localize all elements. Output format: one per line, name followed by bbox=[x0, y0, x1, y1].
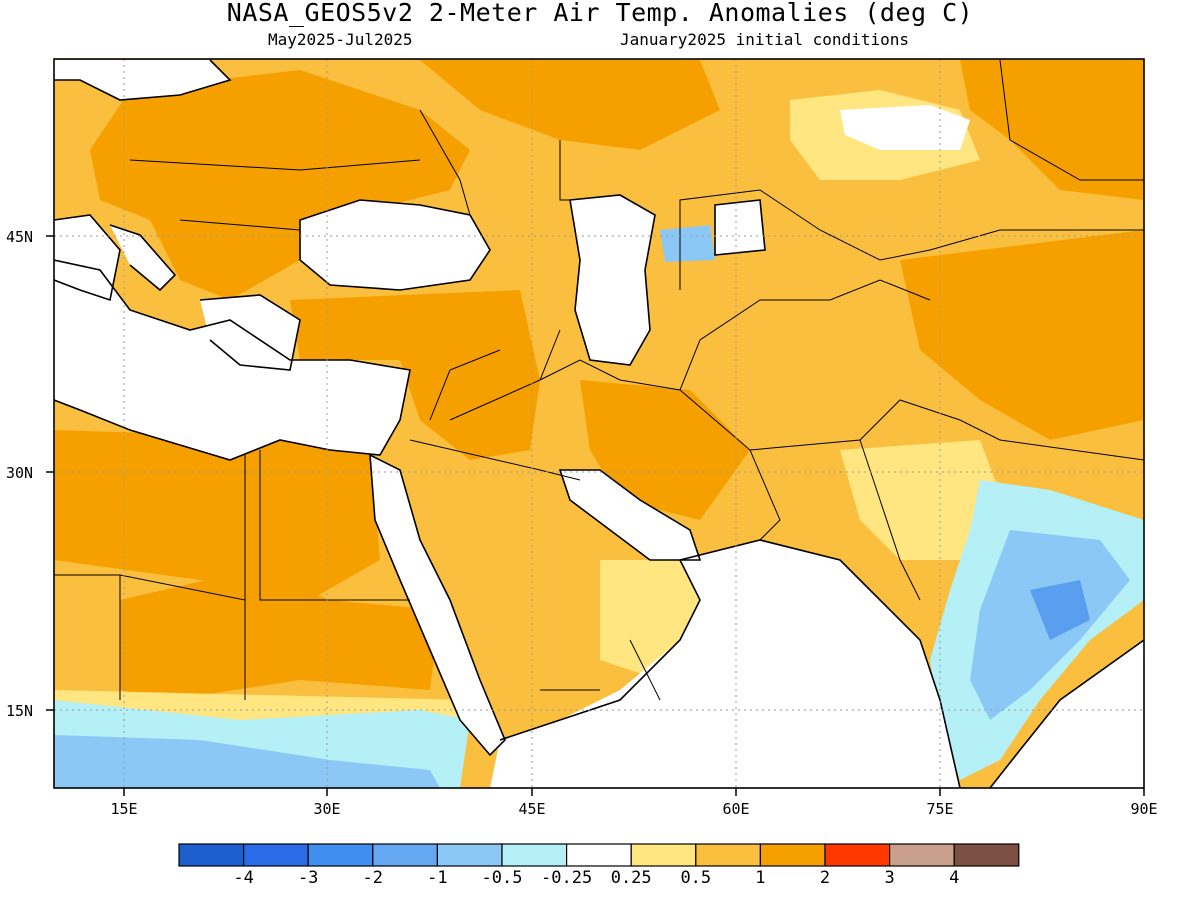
red-sea bbox=[370, 455, 505, 755]
warm-region-iran bbox=[580, 380, 750, 520]
gulf-of-aden bbox=[490, 700, 640, 788]
bay-of-bengal bbox=[990, 640, 1144, 788]
warm-region-russia bbox=[420, 60, 720, 150]
lon-label-30e: 30E bbox=[313, 800, 340, 818]
colorbar-label-0: -4 bbox=[233, 868, 254, 888]
colorbar-label-4: -0.5 bbox=[481, 868, 523, 888]
colorbar-label-5: -0.25 bbox=[541, 868, 593, 888]
lat-label-15n: 15N bbox=[6, 702, 33, 720]
persian-gulf bbox=[560, 470, 700, 560]
map-frame bbox=[53, 58, 1145, 789]
graticule bbox=[54, 59, 1144, 788]
colorbar bbox=[178, 843, 1020, 867]
colorbar-bin-9 bbox=[759, 843, 826, 867]
colorbar-bin-11 bbox=[888, 843, 955, 867]
colorbar-bin-4 bbox=[436, 843, 503, 867]
warm-region-northeast-asia bbox=[960, 60, 1144, 200]
pale-warm-india bbox=[840, 440, 1010, 560]
colorbar-bin-7 bbox=[630, 843, 697, 867]
colorbar-bin-6 bbox=[566, 843, 632, 867]
caspian-sea bbox=[570, 195, 655, 365]
colorbar-label-6: 0.25 bbox=[610, 868, 652, 888]
country-borders bbox=[54, 59, 1144, 701]
warm-region-central-asia bbox=[900, 230, 1144, 440]
mediterranean-sea bbox=[54, 260, 410, 460]
colorbar-bin-2 bbox=[307, 843, 374, 867]
forecast-period: May2025-Jul2025 bbox=[268, 30, 413, 49]
colorbar-label-10: 3 bbox=[884, 868, 895, 888]
colorbar-label-11: 4 bbox=[949, 868, 960, 888]
colorbar-bin-0 bbox=[178, 843, 245, 867]
lon-label-45e: 45E bbox=[518, 800, 545, 818]
arabian-sea bbox=[540, 540, 960, 788]
no-data-kazakhstan bbox=[840, 105, 970, 150]
initial-conditions: January2025 initial conditions bbox=[620, 30, 909, 49]
colorbar-label-2: -2 bbox=[362, 868, 384, 888]
lat-ticks bbox=[46, 235, 54, 711]
colorbar-bin-3 bbox=[372, 843, 439, 867]
cool-region-india-core bbox=[1030, 580, 1090, 640]
colorbar-bin-12 bbox=[953, 843, 1020, 867]
black-sea bbox=[300, 200, 490, 290]
colorbar-bin-1 bbox=[242, 843, 309, 867]
colorbar-bin-10 bbox=[824, 843, 891, 867]
lon-ticks bbox=[123, 788, 1145, 796]
colorbar-label-3: -1 bbox=[427, 868, 448, 888]
lon-label-75e: 75E bbox=[926, 800, 953, 818]
colorbar-label-1: -3 bbox=[297, 868, 319, 888]
warm-region-sahel bbox=[120, 570, 440, 700]
colorbar-label-9: 2 bbox=[819, 868, 831, 888]
colorbar-label-8: 1 bbox=[755, 868, 766, 888]
lat-label-45n: 45N bbox=[6, 228, 33, 246]
colorbar-bin-8 bbox=[695, 843, 761, 867]
colorbar-bin-5 bbox=[501, 843, 568, 867]
colorbar-label-7: 0.5 bbox=[680, 868, 712, 888]
baltic-sea bbox=[54, 60, 230, 100]
lon-label-15e: 15E bbox=[110, 800, 137, 818]
lon-label-90e: 90E bbox=[1130, 800, 1157, 818]
lat-label-30n: 30N bbox=[6, 464, 33, 482]
lon-label-60e: 60E bbox=[722, 800, 749, 818]
warm-region-anatolia-levant bbox=[290, 290, 540, 460]
warm-region-balkans bbox=[90, 70, 470, 300]
cool-region-caspian bbox=[660, 225, 715, 262]
aral-sea-area bbox=[715, 200, 765, 255]
warm-region-north-africa bbox=[54, 430, 380, 600]
map-title: NASA_GEOS5v2 2-Meter Air Temp. Anomalies… bbox=[226, 0, 974, 27]
anomaly-map: 45N 30N 15N 15E 30E 45E 60E 75E 90E bbox=[6, 58, 1158, 818]
cool-region-africa-mid bbox=[54, 735, 440, 788]
adriatic-sea bbox=[110, 225, 175, 290]
